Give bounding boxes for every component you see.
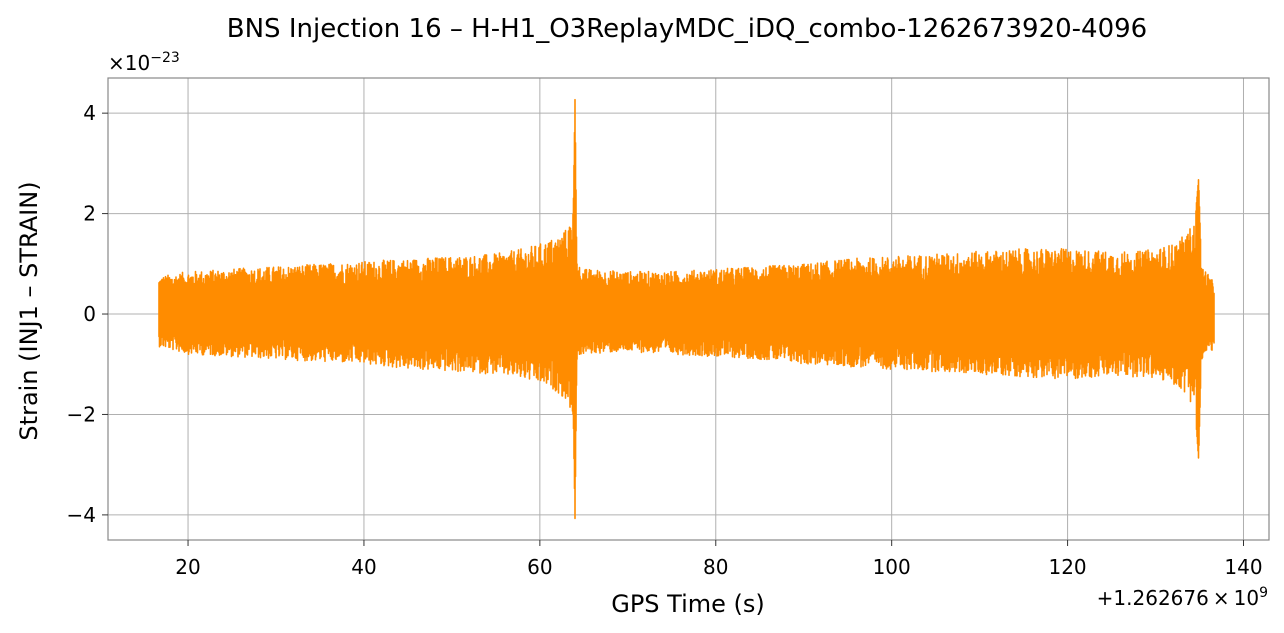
- chart-title: BNS Injection 16 – H-H1_O3ReplayMDC_iDQ_…: [227, 14, 1147, 44]
- x-tick-label: 120: [1048, 555, 1086, 579]
- x-tick-label: 60: [527, 555, 552, 579]
- y-tick-label: 0: [83, 302, 96, 326]
- x-tick-label: 140: [1224, 555, 1262, 579]
- x-offset-label: +1.262676 × 109: [1097, 585, 1268, 610]
- x-tick-label: 20: [175, 555, 200, 579]
- x-tick-label: 100: [873, 555, 911, 579]
- y-scale-label: ×10−23: [108, 50, 180, 75]
- data-layer: [158, 98, 1215, 520]
- x-axis-label: GPS Time (s): [611, 590, 765, 618]
- y-tick-label: −4: [67, 503, 96, 527]
- strain-series-line: [158, 98, 1215, 520]
- tick-layer: 20 40 60 80 100 120 140 −4 −2 0 2 4: [67, 101, 1263, 579]
- x-tick-label: 40: [351, 555, 376, 579]
- y-axis-label: Strain (INJ1 – STRAIN): [15, 181, 43, 440]
- y-tick-label: 2: [83, 202, 96, 226]
- plot-frame: [107, 77, 1270, 541]
- y-tick-label: −2: [67, 402, 96, 426]
- x-tick-label: 80: [703, 555, 728, 579]
- y-tick-label: 4: [83, 101, 96, 125]
